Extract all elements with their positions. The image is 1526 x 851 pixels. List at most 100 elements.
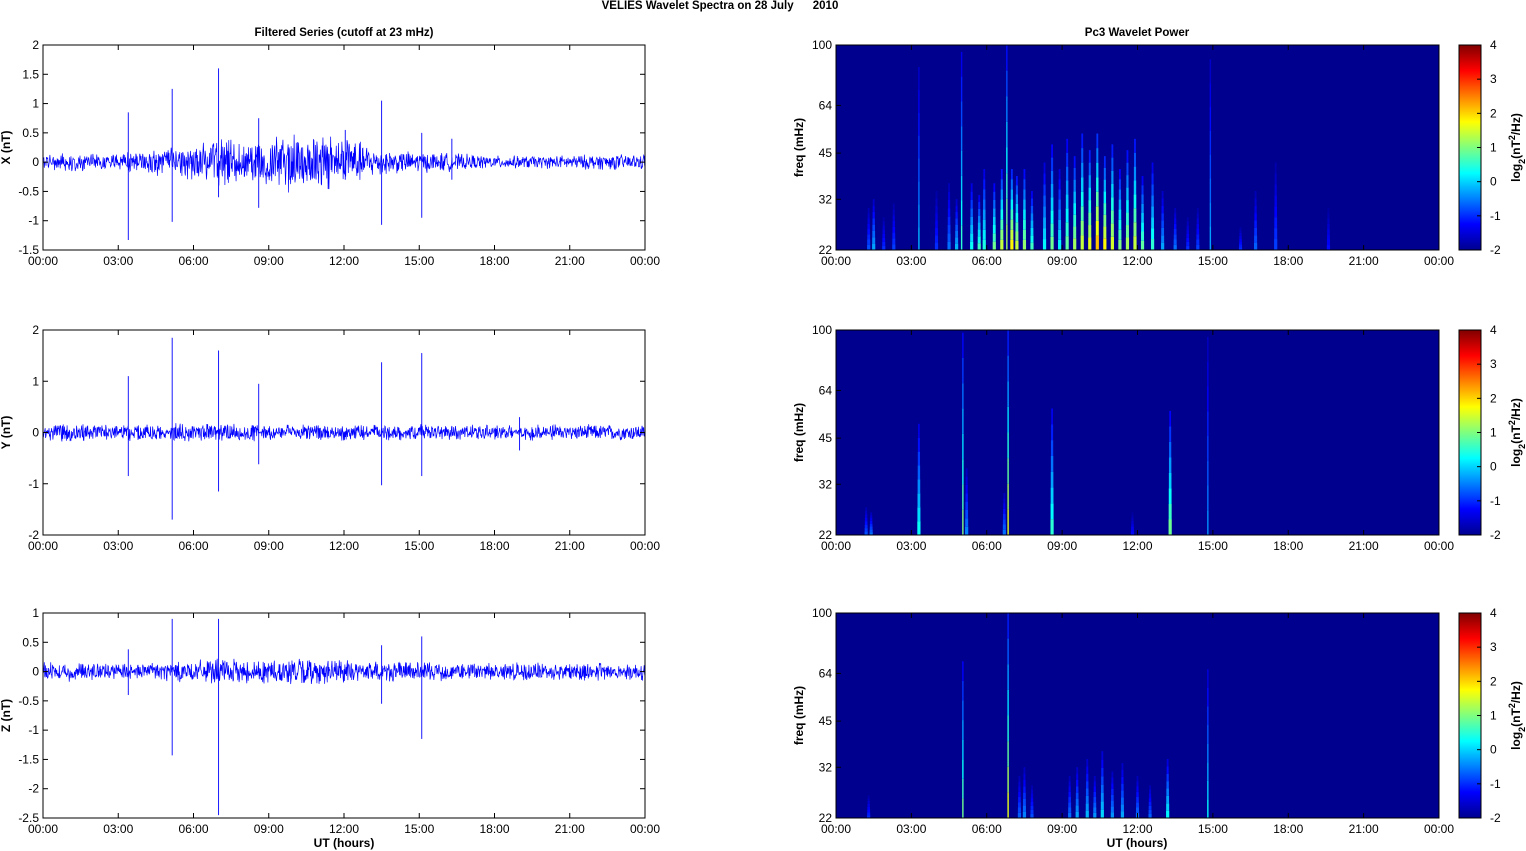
power-streak	[1030, 242, 1034, 250]
power-streak	[867, 798, 870, 802]
power-streak	[918, 204, 920, 228]
power-streak	[872, 237, 876, 244]
colorbar-tick-label: 1	[1490, 709, 1497, 723]
power-streak	[962, 332, 964, 359]
colorbar-tick-label: -2	[1490, 243, 1501, 257]
power-streak	[1002, 524, 1006, 530]
colorbar-label: log2(nT2/Hz)	[1507, 681, 1526, 750]
power-streak	[917, 493, 921, 508]
power-streak	[1080, 191, 1084, 207]
power-streak	[1007, 715, 1009, 742]
power-streak	[1101, 784, 1104, 793]
wavelet-x-tick-label: 15:00	[1198, 254, 1228, 268]
power-streak	[1006, 224, 1008, 250]
power-streak	[1118, 219, 1122, 230]
power-streak	[1141, 194, 1144, 204]
power-streak	[1093, 807, 1097, 813]
series-x-tick-label: 03:00	[103, 822, 133, 836]
power-streak	[882, 217, 885, 222]
power-streak	[1058, 229, 1062, 240]
power-streak	[1088, 175, 1091, 188]
y-tick-label: 45	[819, 714, 833, 728]
power-streak	[1058, 239, 1062, 250]
power-streak	[983, 189, 986, 200]
power-streak	[892, 244, 896, 250]
series-trace	[42, 658, 646, 685]
power-streak	[965, 484, 968, 494]
power-streak	[1023, 219, 1026, 230]
y-tick-label: 0	[32, 665, 39, 679]
wavelet-x-tick-label: 06:00	[972, 254, 1002, 268]
power-streak	[1209, 226, 1212, 250]
power-streak	[962, 433, 964, 460]
colorbar-tick-label: 4	[1490, 38, 1497, 52]
power-streak	[978, 208, 981, 216]
power-streak	[1076, 779, 1079, 787]
power-streak	[1016, 176, 1018, 186]
power-streak	[970, 199, 973, 209]
power-streak	[1000, 189, 1003, 200]
power-streak	[1131, 520, 1134, 524]
power-streak	[1065, 180, 1069, 195]
power-streak	[1207, 510, 1209, 535]
power-streak	[1161, 191, 1164, 199]
power-streak	[1007, 483, 1009, 510]
power-streak	[917, 451, 921, 466]
colorbar-tick-label: 3	[1490, 357, 1497, 371]
power-streak	[1174, 208, 1177, 214]
power-streak	[1030, 198, 1033, 206]
power-streak	[1118, 199, 1122, 210]
power-streak	[1068, 791, 1071, 798]
power-streak	[1140, 240, 1145, 250]
power-streak	[962, 739, 964, 760]
power-streak	[982, 219, 986, 230]
power-streak	[1096, 162, 1099, 178]
series-x-tick-label: 12:00	[329, 254, 359, 268]
power-streak	[965, 493, 968, 502]
power-streak	[1015, 222, 1019, 232]
power-streak	[955, 224, 958, 231]
power-streak	[1254, 205, 1257, 214]
power-streak	[935, 235, 938, 243]
power-streak	[1050, 197, 1054, 211]
power-streak	[1149, 789, 1152, 794]
power-streak	[1207, 485, 1209, 511]
power-streak	[1101, 767, 1104, 777]
y-tick-label: -1.5	[18, 243, 39, 257]
power-streak	[1239, 244, 1243, 248]
power-streak	[1075, 798, 1079, 806]
power-streak	[1030, 235, 1034, 243]
power-streak	[1168, 472, 1172, 489]
power-streak	[1073, 156, 1076, 168]
power-streak	[1126, 187, 1129, 201]
y-tick-label: 64	[819, 98, 833, 112]
power-streak	[1015, 213, 1019, 223]
power-streak	[1110, 806, 1114, 813]
power-streak	[1136, 802, 1139, 808]
y-tick-label: 45	[819, 431, 833, 445]
left-column-title: Filtered Series (cutoff at 23 mHz)	[255, 27, 434, 39]
power-streak	[1058, 199, 1061, 210]
power-streak	[935, 191, 938, 199]
power-streak	[962, 759, 964, 779]
power-streak	[948, 183, 950, 192]
power-streak	[1050, 440, 1054, 456]
power-streak	[1207, 386, 1209, 412]
power-streak	[1274, 162, 1277, 174]
power-streak	[1134, 138, 1136, 153]
power-streak	[992, 233, 996, 242]
series-x-tick-label: 09:00	[254, 822, 284, 836]
power-streak	[965, 526, 969, 535]
power-streak	[1136, 797, 1139, 803]
power-streak	[1133, 208, 1137, 223]
y-tick-label: 45	[819, 146, 833, 160]
power-streak	[1327, 218, 1330, 224]
y-axis-label: Z (nT)	[0, 699, 13, 732]
colorbar-tick-label: -1	[1490, 777, 1501, 791]
y-tick-label: 32	[819, 760, 833, 774]
power-streak	[1151, 173, 1154, 185]
power-streak	[1010, 169, 1013, 180]
wavelet-x-tick-label: 00:00	[1424, 539, 1454, 553]
power-streak	[1161, 220, 1164, 228]
power-streak	[992, 224, 996, 234]
